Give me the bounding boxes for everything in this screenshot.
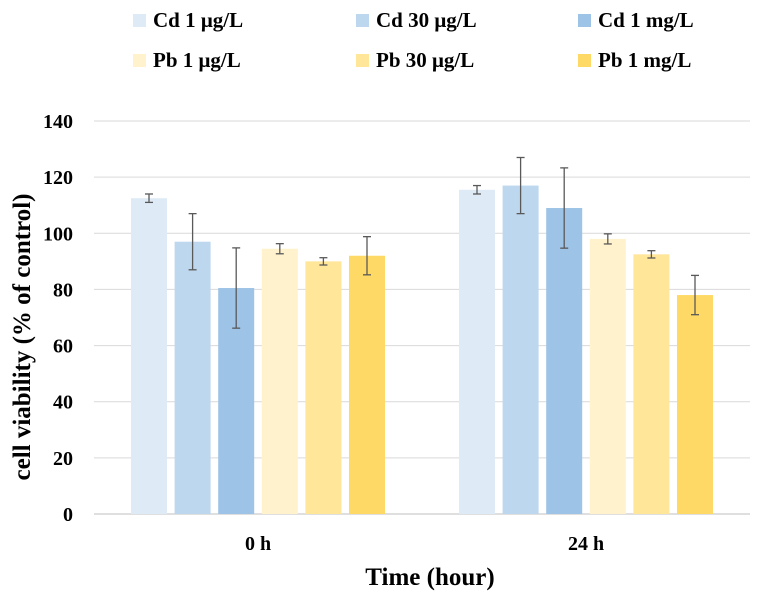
error-bar [647,250,656,259]
bars [131,185,713,515]
y-tick-label: 140 [43,111,73,133]
x-axis-label: Time (hour) [365,564,494,591]
error-bar [232,247,241,329]
y-tick-label: 80 [53,279,73,301]
y-tick-label: 40 [53,392,73,414]
error-bars [145,156,699,329]
bar [349,255,385,514]
bar [305,261,342,514]
legend-swatch [356,53,369,67]
legend-item-pb-1ug: Pb 1 μg/L [133,48,241,72]
legend-label: Pb 1 μg/L [153,47,241,72]
bar [131,198,167,515]
bar [261,248,298,514]
bar [677,295,713,514]
legend-item-pb-1mg: Pb 1 mg/L [578,48,691,72]
bar [502,185,539,515]
legend-item-cd-1ug: Cd 1 μg/L [133,8,243,32]
error-bar [516,156,525,215]
error-bar [691,274,699,316]
legend-swatch [356,13,369,27]
legend-label: Cd 1 μg/L [153,7,244,32]
y-tick-label: 0 [63,504,73,526]
legend-item-cd-1mg: Cd 1 mg/L [578,8,694,32]
error-bar [145,193,153,204]
legend-label: Pb 30 μg/L [376,47,475,72]
bar [633,254,670,514]
error-bar [188,212,197,271]
bar [174,241,211,514]
error-bar [275,243,284,255]
legend-label: Cd 1 mg/L [598,7,694,32]
x-tick-label: 24 h [568,533,604,555]
x-tick-label: 0 h [245,533,271,555]
error-bar [363,236,371,276]
y-tick-label: 120 [43,167,73,189]
bar [589,238,626,514]
legend-swatch [133,53,146,67]
chart-legend: Cd 1 μg/L Cd 30 μg/L Cd 1 mg/L Pb 1 μg/L… [0,0,767,80]
legend-swatch [578,13,591,27]
legend-label: Pb 1 mg/L [598,47,692,72]
x-axis-ticks: 0 h 24 h [245,533,604,555]
legend-label: Cd 30 μg/L [376,7,477,32]
legend-swatch [133,13,146,27]
y-tick-label: 100 [43,223,73,245]
bar [459,189,495,514]
legend-swatch [578,53,591,67]
y-axis-ticks: 0 20 40 60 80 100 120 140 [43,111,73,526]
legend-item-pb-30ug: Pb 30 μg/L [356,48,474,72]
y-tick-label: 60 [53,336,73,358]
legend-item-cd-30ug: Cd 30 μg/L [356,8,477,32]
error-bar [319,257,328,266]
error-bar [473,184,481,195]
y-axis-label: cell viability (% of control) [9,194,36,481]
bar [546,208,583,514]
y-tick-label: 20 [53,448,73,470]
error-bar [560,167,569,249]
error-bar [603,233,612,245]
